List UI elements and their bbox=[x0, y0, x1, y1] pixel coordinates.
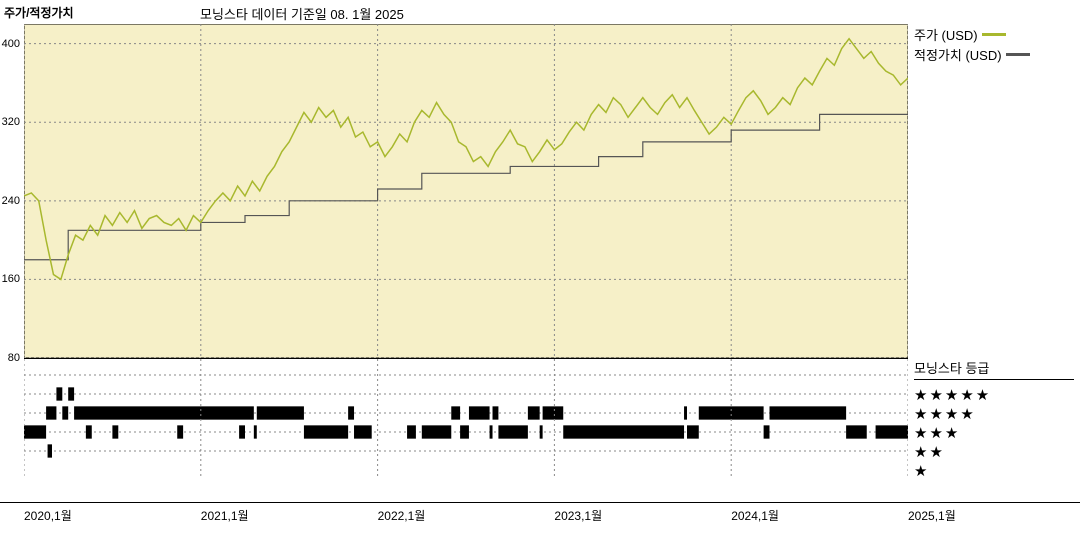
rating-title: 모닝스타 등급 bbox=[914, 358, 1074, 380]
legend-price-swatch bbox=[982, 33, 1006, 36]
x-tick-label: 2023,1월 bbox=[554, 507, 602, 524]
x-tick-label: 2021,1월 bbox=[201, 507, 249, 524]
legend: 주가 (USD) 적정가치 (USD) bbox=[914, 24, 1074, 64]
x-tick-label: 2025,1월 bbox=[908, 507, 956, 524]
legend-price: 주가 (USD) bbox=[914, 24, 1074, 44]
rating-star-row: ★ bbox=[914, 462, 1074, 481]
x-axis: 2020,1월 2021,1월 2022,1월 2023,1월 2024,1월 2025,… bbox=[0, 502, 1080, 522]
rating-panel bbox=[24, 358, 908, 477]
chart-subtitle: 모닝스타 데이터 기준일 08. 1월 2025 bbox=[200, 4, 404, 23]
rating-star-row: ★★★★ bbox=[914, 405, 1074, 424]
legend-fair: 적정가치 (USD) bbox=[914, 44, 1074, 64]
header: 주가/적정가치 모닝스타 데이터 기준일 08. 1월 2025 bbox=[0, 4, 1080, 22]
legend-fair-swatch bbox=[1006, 53, 1030, 56]
price-chart: 80160240320400 bbox=[24, 24, 908, 358]
rating-star-row: ★★★ bbox=[914, 424, 1074, 443]
y-tick-label: 400 bbox=[2, 38, 20, 50]
x-tick-label: 2020,1월 bbox=[24, 507, 72, 524]
legend-price-label: 주가 (USD) bbox=[914, 25, 978, 44]
y-tick-label: 80 bbox=[8, 352, 20, 364]
legend-fair-label: 적정가치 (USD) bbox=[914, 45, 1002, 64]
rating-star-row: ★★★★★ bbox=[914, 386, 1074, 405]
y-tick-label: 160 bbox=[2, 273, 20, 285]
x-tick-label: 2024,1월 bbox=[731, 507, 779, 524]
x-tick-label: 2022,1월 bbox=[378, 507, 426, 524]
rating-legend: 모닝스타 등급 ★★★★★★★★★★★★★★★ bbox=[914, 358, 1074, 481]
y-tick-label: 320 bbox=[2, 116, 20, 128]
rating-star-row: ★★ bbox=[914, 443, 1074, 462]
chart-title: 주가/적정가치 bbox=[4, 4, 74, 21]
y-tick-label: 240 bbox=[2, 195, 20, 207]
